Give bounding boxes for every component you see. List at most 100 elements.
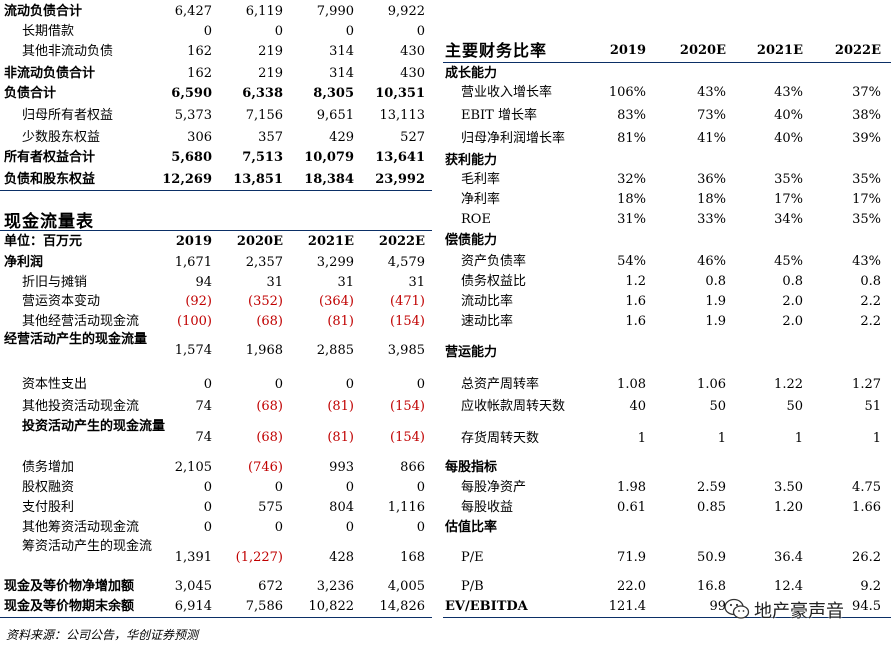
divider-line [0, 230, 432, 231]
cell-value: 13,641 [375, 150, 425, 165]
cell-value: 50 [786, 399, 803, 414]
cell-value: 46% [697, 254, 726, 269]
cell-value: 428 [329, 550, 354, 565]
cell-value: 0 [345, 520, 354, 535]
divider-line [443, 617, 891, 618]
cell-value: (154) [390, 399, 425, 414]
cell-value: 1.9 [705, 314, 726, 329]
cell-value: 9,651 [316, 108, 354, 123]
cell-value: 34% [774, 212, 803, 227]
ratios-title: 主要财务比率 [445, 41, 548, 60]
ratio-row: P/E 71.9 50.9 36.4 26.2 [443, 548, 891, 568]
cell-value: 36% [697, 172, 726, 187]
row-label: 少数股东权益 [22, 130, 101, 145]
cell-value: 0 [274, 24, 283, 39]
cell-value: 31% [617, 212, 646, 227]
cell-value: 13,113 [379, 108, 426, 123]
cell-value: 39% [852, 131, 881, 146]
row-label: 所有者权益合计 [4, 150, 96, 165]
cell-value: 33% [697, 212, 726, 227]
row-label: 流动比率 [461, 294, 514, 309]
cell-value: 0 [416, 480, 425, 495]
section-label: 每股指标 [445, 460, 498, 475]
cell-value: 81% [617, 131, 646, 146]
row-label: 净利率 [461, 192, 501, 207]
cell-value: 4,005 [387, 579, 425, 594]
row-label: 长期借款 [22, 24, 75, 39]
cell-value: 106% [608, 85, 646, 100]
cell-value: 0 [416, 520, 425, 535]
cell-value: 7,156 [245, 108, 283, 123]
cell-value: 8,305 [313, 86, 354, 101]
cell-value: 1 [872, 431, 881, 446]
cell-value: 1 [794, 431, 803, 446]
row-label: 其他投资活动现金流 [22, 399, 140, 414]
cell-value: 40 [629, 399, 646, 414]
cell-value: 18,384 [304, 172, 354, 187]
ratio-section: 获利能力 [443, 151, 891, 171]
row-label: 负债合计 [4, 86, 57, 101]
cell-value: 1.06 [697, 377, 726, 392]
cell-value: 5,680 [171, 150, 212, 165]
cell-value: 35% [774, 172, 803, 187]
year-header: 2019 [175, 234, 212, 249]
cell-value: 9,922 [387, 4, 425, 19]
divider-line [443, 62, 891, 63]
row-label: 营业收入增长率 [461, 85, 553, 100]
cell-value: 7,513 [242, 150, 283, 165]
row-label: ROE [461, 212, 491, 227]
cell-value: 0 [416, 24, 425, 39]
cell-value: 219 [258, 44, 283, 59]
cell-value: 527 [400, 130, 425, 145]
cell-value: 31 [337, 275, 354, 290]
row-label: 筹资活动产生的现金流 [22, 539, 153, 554]
row-label: 现金及等价物期末余额 [4, 599, 135, 614]
cell-value: (68) [256, 314, 283, 329]
cell-value: 51 [864, 399, 881, 414]
row-label: 负债和股东权益 [4, 172, 96, 187]
cell-value: 162 [187, 44, 212, 59]
unit-label: 单位：百万元 [4, 234, 83, 249]
row-label: 折旧与摊销 [22, 275, 88, 290]
bs-row: 负债和股东权益 12,269 13,851 18,384 23,992 [0, 170, 432, 190]
cash-flow-row: 营运资本变动 (92) (352) (364) (471) [0, 292, 432, 312]
source-note: 资料来源：公司公告，华创证券预测 [6, 628, 199, 642]
year-header: 2021E [756, 43, 803, 58]
cell-value: 430 [400, 44, 425, 59]
cell-value: 18% [617, 192, 646, 207]
cell-value: (471) [390, 294, 425, 309]
cell-value: 41% [697, 131, 726, 146]
year-header: 2022E [834, 43, 881, 58]
cell-value: (154) [390, 314, 425, 329]
ratio-row: 每股收益 0.61 0.85 1.20 1.66 [443, 498, 891, 518]
cell-value: 10,822 [308, 599, 355, 614]
row-label: 归母净利润增长率 [461, 131, 566, 146]
year-header: 2022E [378, 234, 425, 249]
cell-value: 10,351 [375, 86, 425, 101]
ratio-row: EV/EBITDA 121.4 99 94.5 [443, 597, 891, 617]
cell-value: 35% [852, 172, 881, 187]
cell-value: 50 [709, 399, 726, 414]
row-label: 其他筹资活动现金流 [22, 520, 140, 535]
row-label: 经营活动产生的现金流量 [4, 332, 148, 347]
ratio-section: 营运能力 [443, 343, 891, 363]
row-label: 现金及等价物净增加额 [4, 579, 135, 594]
ratio-row: 速动比率 1.6 1.9 2.0 2.2 [443, 312, 891, 332]
cell-value: 23,992 [375, 172, 425, 187]
cell-value: 54% [617, 254, 646, 269]
cell-value: 1.22 [774, 377, 803, 392]
cell-value: 1.98 [617, 480, 646, 495]
cell-value: 0 [345, 24, 354, 39]
ratio-row: 毛利率 32% 36% 35% 35% [443, 170, 891, 190]
ratio-row: 归母净利润增长率 81% 41% 40% 39% [443, 129, 891, 149]
ratio-row: ROE 31% 33% 34% 35% [443, 210, 891, 230]
cell-value: 0 [274, 520, 283, 535]
row-label: P/E [461, 550, 484, 565]
cash-flow-row: 支付股利 0 575 804 1,116 [0, 498, 432, 518]
ratio-row: 流动比率 1.6 1.9 2.0 2.2 [443, 292, 891, 312]
row-label: 归母所有者权益 [22, 108, 114, 123]
cell-value: 40% [774, 131, 803, 146]
row-label: 其他经营活动现金流 [22, 314, 140, 329]
bs-row: 长期借款 0 0 0 0 [0, 22, 432, 42]
cell-value: (746) [248, 460, 283, 475]
